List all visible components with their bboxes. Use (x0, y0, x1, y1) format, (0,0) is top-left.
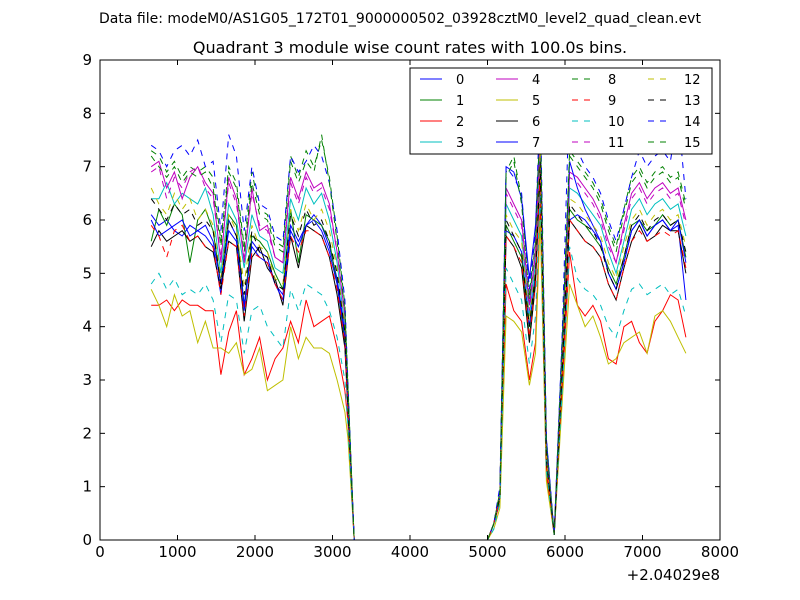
series-line-7 (150, 123, 687, 540)
legend-label-9: 9 (608, 94, 616, 109)
legend-label-3: 3 (456, 136, 464, 151)
axis-ticks: 0 1000 2000 3000 4000 5000 6000 7000 80000123456… (82, 51, 739, 561)
x-tick-label: 2000 (236, 543, 274, 561)
series-line-13 (150, 161, 687, 540)
y-tick-label: 4 (82, 318, 92, 336)
legend-box (409, 67, 713, 155)
series-line-11 (150, 134, 687, 540)
y-tick-label: 0 (82, 531, 92, 549)
legend-label-7: 7 (532, 136, 540, 151)
x-tick-label: 4000 (391, 543, 429, 561)
legend-label-14: 14 (684, 115, 701, 130)
series-line-8 (150, 113, 687, 540)
series-line-2 (151, 203, 687, 540)
y-tick-label: 1 (82, 478, 92, 496)
series-line-5 (150, 219, 687, 540)
legend-label-5: 5 (532, 94, 540, 109)
y-tick-label: 2 (82, 424, 92, 442)
legend-label-12: 12 (684, 73, 701, 88)
y-tick-label: 3 (82, 371, 92, 389)
x-tick-label: 7000 (623, 543, 661, 561)
x-offset-label: +2.04029e8 (627, 566, 720, 584)
series-line-15 (150, 118, 687, 540)
y-tick-label: 6 (82, 211, 92, 229)
series-layer (150, 86, 687, 540)
series-line-10 (150, 193, 687, 540)
legend-label-2: 2 (456, 115, 464, 130)
legend-label-10: 10 (608, 115, 625, 130)
x-tick-label: 5000 (468, 543, 506, 561)
y-tick-label: 7 (82, 158, 92, 176)
y-tick-label: 9 (82, 51, 92, 69)
legend-label-4: 4 (532, 73, 540, 88)
data-file-label: Data file: modeM0/AS1G05_172T01_90000005… (99, 11, 701, 27)
series-line-3 (151, 145, 687, 540)
series-line-4 (150, 129, 687, 540)
legend-label-13: 13 (684, 94, 701, 109)
x-tick-label: 0 (95, 543, 105, 561)
legend-label-11: 11 (608, 136, 625, 151)
series-line-12 (150, 150, 687, 540)
chart-title: Quadrant 3 module wise count rates with … (193, 38, 627, 57)
legend-label-1: 1 (456, 94, 464, 109)
legend-label-8: 8 (608, 73, 616, 88)
x-tick-label: 8000 (701, 543, 739, 561)
x-tick-label: 6000 (546, 543, 584, 561)
x-tick-label: 3000 (313, 543, 351, 561)
y-tick-label: 8 (82, 104, 92, 122)
x-tick-label: 1000 (158, 543, 196, 561)
series-line-9 (150, 171, 687, 540)
series-line-14 (150, 86, 687, 540)
y-tick-label: 5 (82, 264, 92, 282)
legend-label-15: 15 (684, 136, 701, 151)
legend-label-6: 6 (532, 115, 540, 130)
legend-label-0: 0 (456, 73, 464, 88)
